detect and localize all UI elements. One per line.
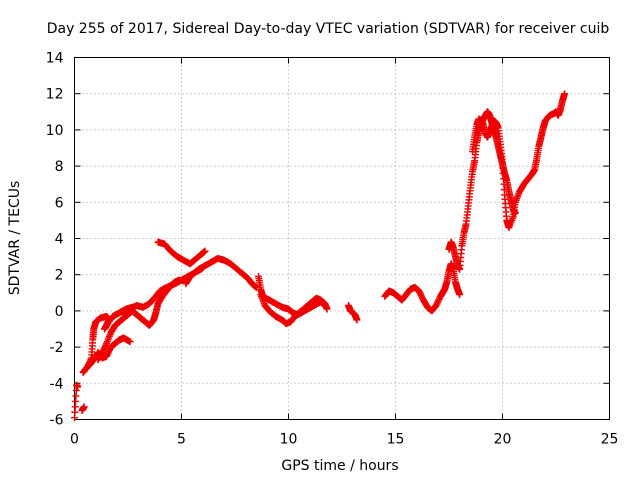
y-tick-label: 14	[46, 51, 64, 67]
x-tick-label: 5	[177, 432, 186, 448]
x-tick-label: 15	[387, 432, 405, 448]
x-tick-label: 10	[280, 432, 298, 448]
x-tick-label: 25	[601, 432, 619, 448]
data-point	[201, 247, 209, 255]
data-point	[353, 316, 361, 324]
data-points	[71, 90, 569, 422]
y-tick-label: 12	[46, 87, 64, 103]
y-tick-label: -6	[50, 413, 64, 429]
y-tick-label: 0	[55, 304, 64, 320]
y-tick-label: 6	[55, 195, 64, 211]
grid	[74, 57, 610, 420]
data-point	[321, 301, 329, 309]
y-tick-label: -4	[50, 376, 64, 392]
y-tick-label: 4	[55, 232, 64, 248]
data-point	[456, 291, 464, 299]
x-tick-label: 0	[70, 432, 79, 448]
y-tick-label: 10	[46, 123, 64, 139]
x-tick-label: 20	[494, 432, 512, 448]
y-tick-label: 2	[55, 268, 64, 284]
y-tick-label: -2	[50, 340, 64, 356]
data-point	[102, 341, 110, 349]
data-point	[175, 276, 183, 284]
data-point	[80, 403, 88, 411]
x-axis-label: GPS time / hours	[281, 458, 398, 474]
axis-ticks: 0 5 10 15 20 25 -6 -4 -2 0 2 4 6 8 10 12 14	[46, 51, 619, 448]
data-point	[126, 338, 134, 346]
data-point	[323, 305, 331, 313]
data-point	[561, 90, 569, 98]
chart-title: Day 255 of 2017, Sidereal Day-to-day VTE…	[47, 21, 610, 37]
y-tick-label: 8	[55, 159, 64, 175]
data-point	[74, 383, 82, 391]
y-axis-label: SDTVAR / TECUs	[7, 181, 23, 296]
